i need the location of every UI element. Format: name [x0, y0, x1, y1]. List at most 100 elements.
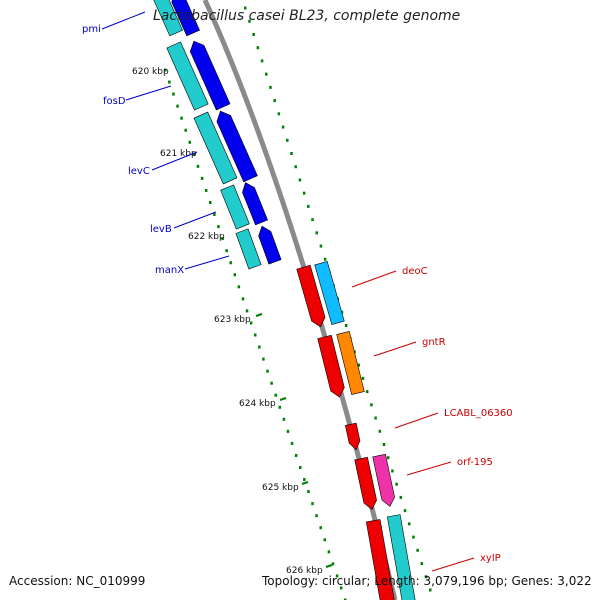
- gc-dot-outer: [311, 218, 314, 222]
- gc-dot-inner: [180, 116, 183, 120]
- gc-dot-inner: [323, 538, 327, 542]
- genome-title: Lactobacillus casei BL23, complete genom…: [153, 8, 461, 24]
- gc-dot-inner: [241, 297, 245, 301]
- gc-dot-inner: [294, 453, 298, 457]
- gc-dot-outer: [294, 165, 297, 169]
- gc-dot-inner: [168, 80, 171, 84]
- gc-dot-inner: [221, 237, 224, 241]
- gc-dot-outer: [420, 562, 424, 566]
- gene-label-xylp: xylP: [480, 553, 501, 564]
- kbp-tick-label: 626 kbp: [286, 566, 323, 576]
- gene-leader-line: [151, 151, 198, 171]
- gc-dot-outer: [319, 244, 323, 248]
- gc-dot-inner: [290, 441, 294, 445]
- gc-dot-outer: [277, 112, 281, 116]
- gc-dot-outer: [298, 178, 302, 182]
- gc-dot-inner: [274, 393, 277, 397]
- gc-dot-inner: [286, 429, 290, 433]
- red-gene: [345, 422, 361, 451]
- gc-dot-outer: [395, 482, 398, 486]
- gc-dot-outer: [244, 6, 247, 10]
- kbp-tick: [255, 313, 263, 317]
- blue-gene: [258, 225, 282, 265]
- kbp-tick-label: 620 kbp: [132, 67, 169, 77]
- gc-dot-outer: [361, 376, 365, 380]
- red-gene: [296, 264, 326, 328]
- gene-leader-line: [101, 11, 146, 30]
- gc-dot-inner: [249, 321, 253, 325]
- gc-dot-inner: [164, 68, 167, 72]
- cyan-gene: [235, 228, 262, 270]
- gc-dot-inner: [192, 152, 196, 156]
- gc-dot-inner: [229, 261, 232, 265]
- gc-dot-outer: [416, 548, 419, 552]
- gc-dot-inner: [315, 514, 318, 518]
- gene-labels: pmi fosD levC levB manX deoC gntR LCABL_06360or…: [82, 11, 513, 572]
- gc-dot-outer: [365, 390, 369, 394]
- gc-dot-inner: [299, 466, 302, 469]
- gc-dot-outer: [307, 204, 310, 208]
- gc-dot-inner: [311, 502, 314, 506]
- gene-leader-line: [373, 341, 417, 357]
- gc-dot-inner: [254, 333, 257, 337]
- kbp-tick: [301, 481, 309, 485]
- gene-leader-line: [173, 211, 217, 229]
- gene-label-pmi: pmi: [82, 24, 101, 35]
- kbp-tick: [279, 397, 287, 401]
- red-gene: [354, 456, 377, 510]
- gene-label-deoc: deoC: [402, 266, 428, 277]
- cyan-gene: [166, 41, 209, 111]
- gc-dot-outer: [265, 72, 268, 76]
- gc-dot-outer: [386, 456, 390, 460]
- gc-dot-outer: [260, 59, 264, 63]
- gc-dot-outer: [382, 443, 386, 446]
- gc-dot-outer: [286, 138, 289, 142]
- cyan-gene: [151, 0, 183, 37]
- gene-leader-line: [184, 255, 230, 270]
- kbp-tick-label: 622 kbp: [188, 232, 225, 242]
- gc-dot-outer: [412, 535, 415, 539]
- gc-dot-outer: [269, 85, 272, 89]
- gc-dot-outer: [424, 575, 428, 579]
- gc-dot-inner: [327, 550, 331, 554]
- cyan-gene: [193, 111, 238, 185]
- gc-dot-outer: [315, 231, 318, 235]
- gene-label-fosd: fosD: [103, 96, 126, 107]
- gc-dot-inner: [225, 249, 228, 253]
- gc-dot-outer: [248, 19, 251, 23]
- gc-dot-outer: [323, 257, 327, 261]
- blue-gene: [189, 40, 231, 111]
- gene-leader-line: [431, 557, 475, 572]
- sky-gene: [314, 261, 345, 325]
- gc-dot-inner: [266, 369, 269, 373]
- gc-dot-outer: [344, 323, 348, 327]
- red-gene: [317, 334, 345, 398]
- gc-dot-outer: [399, 495, 403, 499]
- gc-dot-outer: [302, 191, 306, 195]
- gc-dot-inner: [176, 104, 179, 108]
- kbp-tick-label: 625 kbp: [262, 483, 299, 493]
- gene-leader-line: [406, 461, 452, 476]
- gc-dot-inner: [303, 478, 306, 482]
- gene-leader-line: [394, 412, 439, 429]
- gc-dot-outer: [429, 588, 432, 592]
- topology-text: Topology: circular; Length: 3,079,196 bp…: [262, 574, 592, 588]
- accession-text: Accession: NC_010999: [9, 574, 146, 588]
- gc-dot-outer: [281, 125, 285, 129]
- pink-gene: [372, 453, 395, 507]
- blue-gene: [242, 182, 268, 226]
- kbp-tick: [325, 564, 333, 568]
- cyan-gene: [220, 184, 250, 230]
- gc-dot-inner: [278, 405, 282, 409]
- gc-dot-inner: [213, 213, 216, 217]
- gc-dot-outer: [374, 416, 377, 420]
- gc-dot-outer: [256, 46, 260, 50]
- gc-dot-inner: [184, 128, 187, 132]
- gc-dot-inner: [200, 176, 204, 180]
- gc-dot-inner: [258, 345, 261, 349]
- gc-dot-inner: [319, 526, 322, 530]
- gc-dot-inner: [335, 574, 339, 578]
- blue-gene: [216, 110, 258, 183]
- gc-dot-inner: [245, 309, 249, 313]
